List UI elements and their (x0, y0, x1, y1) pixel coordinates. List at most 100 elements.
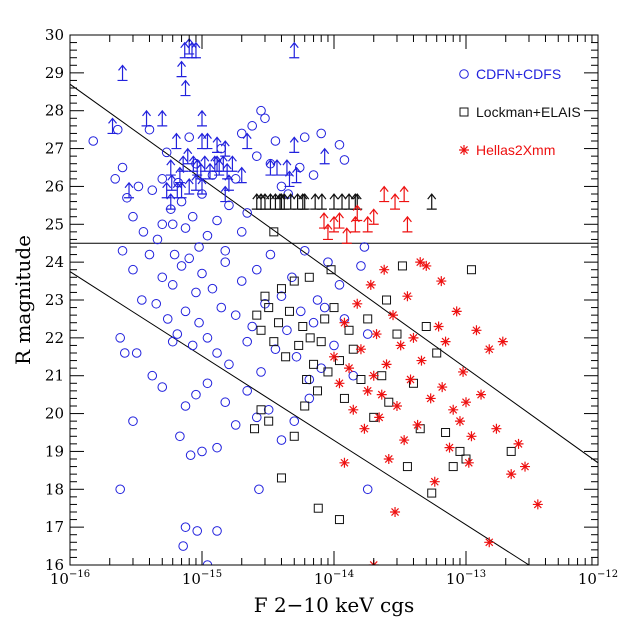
data-point-circle (162, 314, 173, 324)
data-point-square (329, 303, 339, 313)
data-point-square (402, 462, 412, 472)
data-point-circle (176, 196, 187, 207)
data-point-circle (323, 257, 333, 267)
data-point-circle (251, 412, 262, 423)
data-point-circle (167, 219, 178, 230)
series-2 (329, 257, 543, 565)
data-point-circle (329, 340, 339, 351)
y-tick-label: 20 (45, 405, 64, 423)
upper-limit-arrow (341, 227, 352, 244)
data-point-square (281, 352, 291, 362)
data-point-square (421, 322, 431, 331)
upper-limit-arrow (379, 185, 390, 203)
data-point-circle (180, 223, 191, 233)
data-point-square (264, 416, 274, 426)
data-point-asterisk (368, 370, 379, 381)
upper-limit-arrow (368, 208, 379, 225)
upper-limit-arrow (291, 166, 302, 184)
data-point-asterisk (448, 404, 459, 415)
x-tick-base: 10 (578, 570, 597, 588)
data-point-asterisk (458, 366, 469, 377)
upper-limit-arrow (352, 204, 363, 222)
data-point-circle (265, 249, 276, 260)
data-point-square (276, 473, 286, 483)
data-point-circle (180, 522, 191, 532)
data-point-square (302, 375, 312, 384)
legend: CDFN+CDFS Lockman+ELAIS Hellas2Xmm (459, 66, 581, 158)
y-tick-label: 21 (45, 367, 64, 385)
x-tick-base: 10 (314, 570, 333, 588)
data-point-circle (157, 174, 168, 184)
data-point-asterisk (476, 389, 487, 400)
data-point-square (309, 359, 319, 369)
data-point-asterisk (463, 457, 474, 468)
data-point-circle (191, 287, 201, 298)
data-point-square (298, 322, 308, 331)
data-point-asterisk (348, 404, 359, 415)
data-point-square (256, 405, 266, 415)
data-point-asterisk (484, 344, 495, 355)
x-tick-label: 10−12 (578, 569, 618, 588)
data-point-circle (187, 340, 198, 351)
data-point-circle (276, 435, 287, 445)
data-point-asterisk (379, 264, 390, 275)
data-point-circle (119, 348, 130, 358)
x-tick-exponent: −14 (333, 569, 354, 580)
data-point-circle (334, 280, 345, 290)
upper-limit-arrow (176, 181, 187, 199)
series-5 (319, 185, 413, 244)
data-point-circle (115, 484, 125, 495)
data-point-asterisk (484, 537, 495, 548)
data-point-circle (197, 268, 207, 279)
data-point-asterisk (459, 145, 469, 155)
data-point-square (384, 397, 394, 407)
data-point-circle (256, 367, 266, 377)
data-point-asterisk (344, 363, 355, 374)
data-point-square (305, 333, 315, 343)
data-point-circle (157, 219, 168, 230)
data-point-circle (202, 230, 213, 241)
data-point-square (304, 272, 314, 282)
data-point-asterisk (376, 389, 387, 400)
data-point-asterisk (451, 306, 462, 317)
data-point-circle (128, 211, 138, 222)
data-point-circle (176, 261, 187, 271)
data-point-circle (236, 227, 247, 237)
upper-limit-arrow (165, 159, 176, 176)
data-point-square (466, 265, 476, 275)
data-point-square (441, 428, 451, 437)
data-point-circle (291, 351, 302, 362)
data-point-asterisk (497, 336, 508, 347)
y-tick-label: 23 (45, 291, 64, 309)
data-point-circle (115, 333, 125, 343)
upper-limit-arrow (117, 64, 128, 82)
axis-ticks (69, 34, 599, 566)
data-point-square (274, 318, 284, 328)
data-point-square (392, 329, 402, 339)
data-point-circle (236, 128, 247, 139)
upper-limit-arrow (344, 193, 355, 210)
upper-limit-arrow (265, 159, 276, 176)
upper-limit-arrow (141, 109, 152, 127)
data-point-asterisk (339, 457, 350, 468)
upper-limit-arrow (199, 155, 210, 172)
data-point-circle (137, 295, 147, 305)
data-point-circle (169, 249, 180, 260)
upper-limit-arrow (184, 178, 195, 195)
data-point-square (269, 337, 279, 347)
data-point-square (316, 337, 326, 347)
data-point-circle (128, 264, 138, 275)
data-point-square (344, 325, 354, 335)
upper-limit-arrow (337, 193, 348, 210)
data-point-asterisk (374, 412, 385, 423)
upper-limit-arrow (212, 136, 223, 153)
upper-limit-arrow (289, 136, 300, 153)
upper-limit-arrow (272, 159, 283, 176)
upper-limit-arrow (223, 174, 234, 191)
data-point-asterisk (444, 442, 455, 453)
data-point-circle (178, 541, 188, 551)
data-point-asterisk (421, 260, 432, 271)
data-point-asterisk (416, 355, 427, 366)
data-point-asterisk (506, 469, 517, 480)
data-point-asterisk (405, 374, 416, 385)
